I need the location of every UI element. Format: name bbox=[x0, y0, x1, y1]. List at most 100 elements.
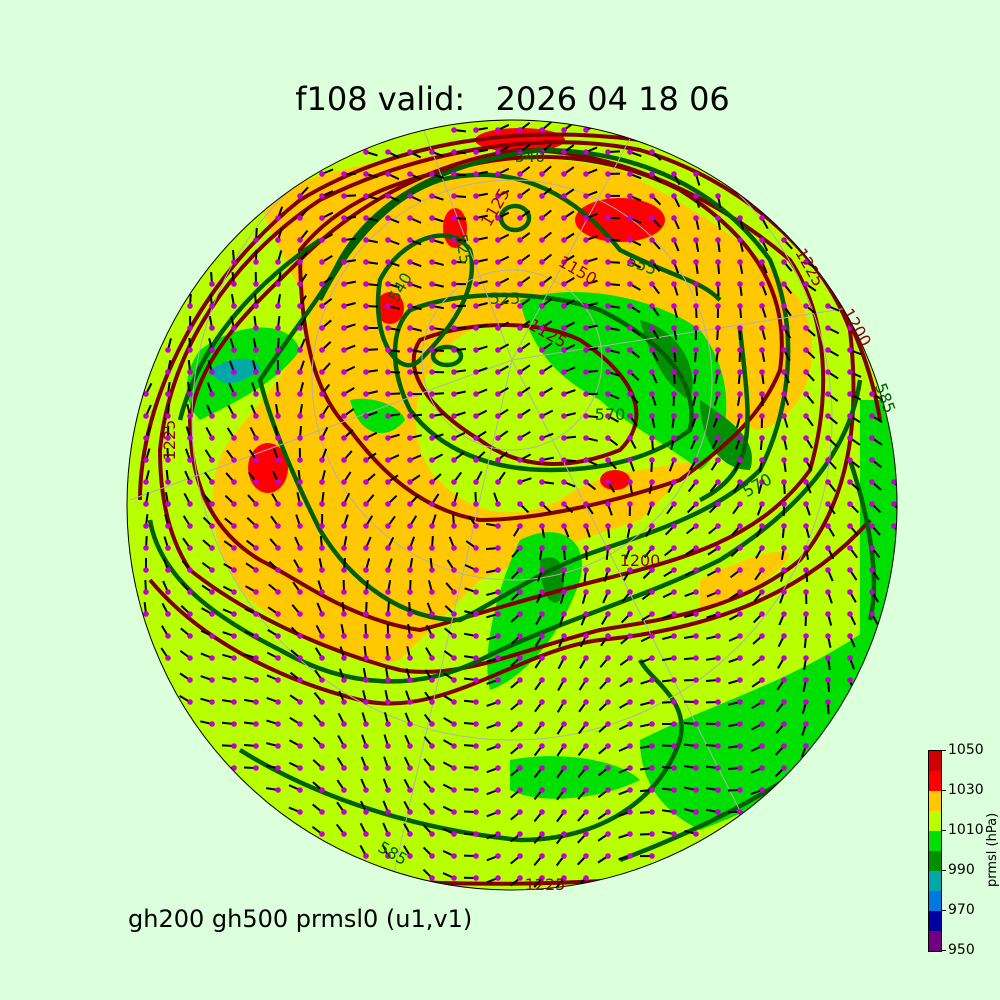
wind-point bbox=[825, 391, 831, 397]
wind-point bbox=[671, 787, 677, 793]
wind-point bbox=[671, 567, 677, 573]
wind-point bbox=[671, 281, 677, 287]
wind-point bbox=[627, 655, 633, 661]
wind-point bbox=[627, 391, 633, 397]
wind-point bbox=[187, 611, 193, 617]
wind-point bbox=[231, 369, 237, 375]
wind-point bbox=[187, 523, 193, 529]
wind-point bbox=[231, 413, 237, 419]
wind-point bbox=[473, 391, 479, 397]
wind-point bbox=[627, 567, 633, 573]
wind-point bbox=[737, 545, 743, 551]
wind-point bbox=[341, 171, 347, 177]
colorbar-tick-label: 950 bbox=[948, 942, 975, 958]
wind-point bbox=[473, 369, 479, 375]
wind-point bbox=[737, 743, 743, 749]
wind-point bbox=[209, 545, 215, 551]
wind-point bbox=[385, 193, 391, 199]
wind-point bbox=[671, 743, 677, 749]
wind-point bbox=[385, 149, 391, 155]
wind-point bbox=[231, 743, 237, 749]
wind-point bbox=[429, 435, 435, 441]
wind-point bbox=[759, 303, 765, 309]
wind-point bbox=[341, 743, 347, 749]
wind-point bbox=[341, 501, 347, 507]
wind-point bbox=[231, 677, 237, 683]
wind-point bbox=[429, 391, 435, 397]
wind-point bbox=[583, 325, 589, 331]
wind-point bbox=[495, 413, 501, 419]
wind-point bbox=[671, 765, 677, 771]
wind-point bbox=[605, 237, 611, 243]
wind-point bbox=[539, 875, 545, 881]
wind-point bbox=[517, 721, 523, 727]
wind-point bbox=[539, 853, 545, 859]
wind-point bbox=[473, 347, 479, 353]
wind-point bbox=[759, 391, 765, 397]
wind-point bbox=[671, 215, 677, 221]
wind-point bbox=[451, 435, 457, 441]
wind-point bbox=[825, 699, 831, 705]
wind-point bbox=[429, 369, 435, 375]
wind-point bbox=[869, 545, 875, 551]
wind-point bbox=[209, 611, 215, 617]
wind-point bbox=[297, 457, 303, 463]
colorbar-segment bbox=[929, 851, 941, 871]
wind-point bbox=[319, 435, 325, 441]
wind-point bbox=[473, 237, 479, 243]
wind-point bbox=[495, 765, 501, 771]
wind-point bbox=[209, 413, 215, 419]
wind-point bbox=[407, 325, 413, 331]
wind-point bbox=[649, 853, 655, 859]
wind-point bbox=[715, 435, 721, 441]
wind-point bbox=[143, 589, 149, 595]
wind-point bbox=[231, 325, 237, 331]
wind-point bbox=[627, 523, 633, 529]
contour-label-gh200: 1225 bbox=[525, 875, 566, 894]
wind-point bbox=[297, 479, 303, 485]
wind-point bbox=[561, 677, 567, 683]
wind-point bbox=[429, 765, 435, 771]
wind-point bbox=[451, 193, 457, 199]
wind-point bbox=[473, 149, 479, 155]
wind-point bbox=[275, 743, 281, 749]
wind-point bbox=[825, 347, 831, 353]
wind-point bbox=[737, 633, 743, 639]
wind-point bbox=[253, 281, 259, 287]
wind-point bbox=[781, 677, 787, 683]
wind-point bbox=[803, 325, 809, 331]
wind-point bbox=[561, 215, 567, 221]
wind-point bbox=[275, 347, 281, 353]
wind-point bbox=[363, 369, 369, 375]
wind-point bbox=[165, 567, 171, 573]
wind-point bbox=[517, 237, 523, 243]
wind-point bbox=[627, 413, 633, 419]
wind-point bbox=[671, 655, 677, 661]
wind-point bbox=[451, 765, 457, 771]
wind-point bbox=[341, 193, 347, 199]
wind-point bbox=[209, 457, 215, 463]
wind-point bbox=[825, 501, 831, 507]
wind-point bbox=[341, 787, 347, 793]
wind-point bbox=[605, 853, 611, 859]
wind-point bbox=[847, 435, 853, 441]
wind-point bbox=[407, 567, 413, 573]
wind-point bbox=[231, 633, 237, 639]
wind-point bbox=[737, 655, 743, 661]
colorbar-tick bbox=[941, 790, 946, 791]
wind-point bbox=[253, 325, 259, 331]
wind-point bbox=[847, 369, 853, 375]
wind-point bbox=[583, 281, 589, 287]
wind-point bbox=[627, 259, 633, 265]
wind-point bbox=[627, 633, 633, 639]
wind-point bbox=[429, 303, 435, 309]
wind-point bbox=[165, 435, 171, 441]
wind-point bbox=[803, 303, 809, 309]
wind-point bbox=[363, 193, 369, 199]
wind-point bbox=[495, 149, 501, 155]
wind-point bbox=[495, 611, 501, 617]
wind-vectors bbox=[143, 121, 897, 889]
wind-point bbox=[737, 721, 743, 727]
wind-point bbox=[627, 479, 633, 485]
wind-point bbox=[209, 391, 215, 397]
